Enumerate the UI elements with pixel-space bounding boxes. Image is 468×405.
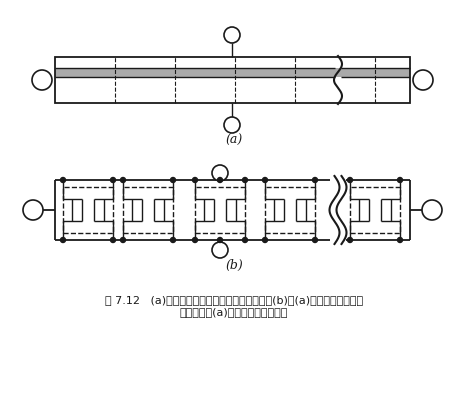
- Circle shape: [348, 177, 352, 183]
- Bar: [123, 187, 173, 233]
- Circle shape: [170, 177, 176, 183]
- Bar: [55, 68, 338, 77]
- Text: D: D: [418, 73, 428, 87]
- Circle shape: [224, 27, 240, 43]
- Circle shape: [120, 237, 125, 243]
- Circle shape: [313, 177, 317, 183]
- Text: 图 7.12   (a)一个被分成若干段的长沟道晶体管；(b)图(a)晶体管的模型；每: 图 7.12 (a)一个被分成若干段的长沟道晶体管；(b)图(a)晶体管的模型；…: [105, 295, 363, 305]
- Text: 一方框表示(a)中一段的准静态模型: 一方框表示(a)中一段的准静态模型: [180, 307, 288, 317]
- Circle shape: [170, 237, 176, 243]
- Bar: [350, 187, 400, 233]
- Circle shape: [60, 177, 66, 183]
- Circle shape: [120, 177, 125, 183]
- Bar: [63, 187, 113, 233]
- Text: D: D: [427, 203, 437, 217]
- Text: B: B: [215, 243, 225, 256]
- Circle shape: [218, 237, 222, 243]
- Circle shape: [413, 70, 433, 90]
- Text: B: B: [227, 119, 236, 132]
- Circle shape: [192, 177, 197, 183]
- Circle shape: [242, 237, 248, 243]
- Circle shape: [263, 237, 268, 243]
- Circle shape: [397, 237, 402, 243]
- Circle shape: [212, 165, 228, 181]
- Circle shape: [224, 117, 240, 133]
- Circle shape: [212, 242, 228, 258]
- Circle shape: [422, 200, 442, 220]
- Bar: [55, 57, 410, 103]
- Text: G: G: [215, 166, 225, 179]
- Circle shape: [348, 237, 352, 243]
- Circle shape: [242, 177, 248, 183]
- Text: (b): (b): [225, 258, 243, 271]
- Bar: [265, 187, 315, 233]
- Circle shape: [60, 237, 66, 243]
- Circle shape: [263, 177, 268, 183]
- Text: (a): (a): [226, 134, 242, 147]
- Text: S: S: [38, 73, 46, 87]
- Circle shape: [313, 237, 317, 243]
- Circle shape: [110, 237, 116, 243]
- Circle shape: [397, 177, 402, 183]
- Circle shape: [110, 177, 116, 183]
- Text: G: G: [227, 28, 237, 41]
- Circle shape: [192, 237, 197, 243]
- Circle shape: [218, 177, 222, 183]
- Circle shape: [32, 70, 52, 90]
- Bar: [338, 68, 410, 77]
- Circle shape: [23, 200, 43, 220]
- Bar: [195, 187, 245, 233]
- Text: S: S: [29, 203, 37, 217]
